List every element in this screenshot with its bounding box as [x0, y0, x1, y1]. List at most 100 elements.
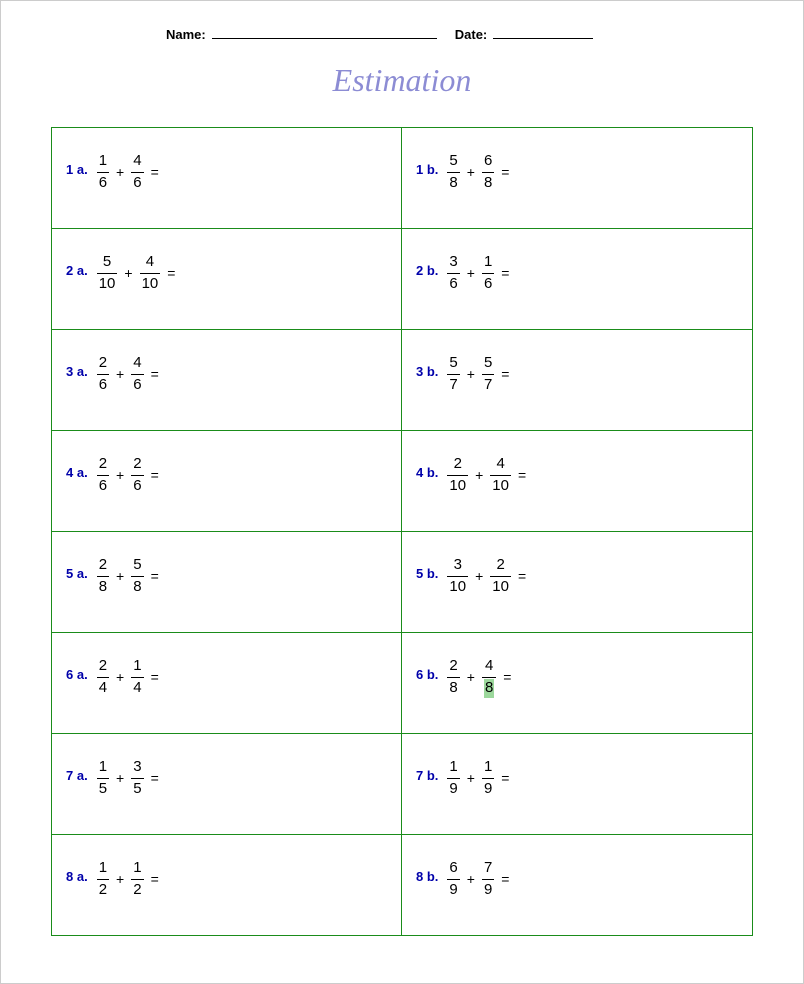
problem-row: 1 a.16+46=1 b.58+68= — [52, 128, 752, 228]
fraction-denominator: 6 — [131, 172, 143, 193]
fraction-numerator: 1 — [131, 657, 143, 677]
fraction: 57 — [482, 354, 494, 395]
fraction-denominator: 6 — [131, 374, 143, 395]
fraction-denominator: 2 — [97, 879, 109, 900]
problem-expression: 510+410= — [97, 253, 176, 294]
fraction: 48 — [482, 657, 496, 698]
operator-plus: + — [467, 366, 475, 382]
problem-cell: 5 a.28+58= — [52, 532, 402, 632]
fraction: 310 — [447, 556, 468, 597]
problem-expression: 28+58= — [97, 556, 159, 597]
operator-plus: + — [467, 164, 475, 180]
problem-cell: 3 a.26+46= — [52, 330, 402, 430]
operator-plus: + — [475, 568, 483, 584]
fraction-numerator: 1 — [97, 152, 109, 172]
equals-sign: = — [151, 568, 159, 584]
problem-cell: 6 b.28+48= — [402, 633, 752, 733]
equals-sign: = — [501, 164, 509, 180]
problem-label: 8 b. — [416, 859, 438, 884]
problem-label: 7 a. — [66, 758, 88, 783]
problem-label: 2 a. — [66, 253, 88, 278]
problem-label: 6 a. — [66, 657, 88, 682]
fraction: 16 — [97, 152, 109, 193]
fraction-denominator: 10 — [447, 576, 468, 597]
fraction: 26 — [97, 455, 109, 496]
fraction-denominator: 7 — [482, 374, 494, 395]
equals-sign: = — [501, 366, 509, 382]
fraction: 26 — [97, 354, 109, 395]
fraction-numerator: 4 — [131, 354, 143, 374]
equals-sign: = — [151, 164, 159, 180]
equals-sign: = — [501, 265, 509, 281]
problem-label: 6 b. — [416, 657, 438, 682]
fraction: 510 — [97, 253, 118, 294]
date-blank-line — [493, 26, 593, 39]
equals-sign: = — [518, 467, 526, 483]
fraction: 35 — [131, 758, 143, 799]
equals-sign: = — [151, 770, 159, 786]
problem-expression: 26+46= — [97, 354, 159, 395]
problem-label: 7 b. — [416, 758, 438, 783]
fraction: 24 — [97, 657, 109, 698]
problem-grid: 1 a.16+46=1 b.58+68=2 a.510+410=2 b.36+1… — [51, 127, 753, 936]
problem-label: 8 a. — [66, 859, 88, 884]
equals-sign: = — [518, 568, 526, 584]
problem-cell: 5 b.310+210= — [402, 532, 752, 632]
worksheet-title: Estimation — [51, 62, 753, 99]
problem-label: 3 b. — [416, 354, 438, 379]
fraction-denominator: 8 — [447, 172, 459, 193]
fraction-numerator: 4 — [483, 657, 495, 677]
operator-plus: + — [116, 770, 124, 786]
fraction: 210 — [490, 556, 511, 597]
operator-plus: + — [467, 770, 475, 786]
fraction: 46 — [131, 354, 143, 395]
problem-row: 5 a.28+58=5 b.310+210= — [52, 531, 752, 632]
fraction: 69 — [447, 859, 459, 900]
problem-cell: 3 b.57+57= — [402, 330, 752, 430]
equals-sign: = — [167, 265, 175, 281]
problem-label: 1 a. — [66, 152, 88, 177]
fraction: 46 — [131, 152, 143, 193]
equals-sign: = — [501, 770, 509, 786]
equals-sign: = — [501, 871, 509, 887]
equals-sign: = — [151, 467, 159, 483]
operator-plus: + — [467, 669, 475, 685]
fraction-denominator: 8 — [482, 677, 496, 698]
operator-plus: + — [467, 871, 475, 887]
problem-row: 2 a.510+410=2 b.36+16= — [52, 228, 752, 329]
problem-row: 3 a.26+46=3 b.57+57= — [52, 329, 752, 430]
operator-plus: + — [116, 467, 124, 483]
fraction-denominator: 6 — [97, 475, 109, 496]
fraction-numerator: 1 — [447, 758, 459, 778]
fraction-denominator: 8 — [447, 677, 459, 698]
operator-plus: + — [467, 265, 475, 281]
date-label: Date: — [455, 27, 488, 42]
fraction: 19 — [447, 758, 459, 799]
name-blank-line — [212, 26, 437, 39]
fraction-numerator: 2 — [452, 455, 464, 475]
problem-expression: 69 +79 = — [447, 859, 509, 900]
fraction-denominator: 6 — [97, 172, 109, 193]
fraction-numerator: 1 — [97, 758, 109, 778]
fraction-denominator: 2 — [131, 879, 143, 900]
fraction-numerator: 1 — [482, 758, 494, 778]
fraction-denominator: 5 — [131, 778, 143, 799]
fraction-denominator: 5 — [97, 778, 109, 799]
fraction: 58 — [447, 152, 459, 193]
fraction-numerator: 2 — [97, 556, 109, 576]
fraction-numerator: 5 — [447, 354, 459, 374]
fraction: 79 — [482, 859, 494, 900]
fraction: 58 — [131, 556, 143, 597]
fraction-denominator: 6 — [131, 475, 143, 496]
worksheet-header: Name: Date: — [166, 26, 753, 42]
equals-sign: = — [151, 366, 159, 382]
fraction-numerator: 4 — [131, 152, 143, 172]
problem-expression: 24+14= — [97, 657, 159, 698]
fraction-denominator: 9 — [447, 879, 459, 900]
fraction: 28 — [97, 556, 109, 597]
fraction-numerator: 3 — [452, 556, 464, 576]
fraction: 19 — [482, 758, 494, 799]
equals-sign: = — [503, 669, 511, 685]
fraction-denominator: 6 — [97, 374, 109, 395]
fraction-numerator: 5 — [131, 556, 143, 576]
